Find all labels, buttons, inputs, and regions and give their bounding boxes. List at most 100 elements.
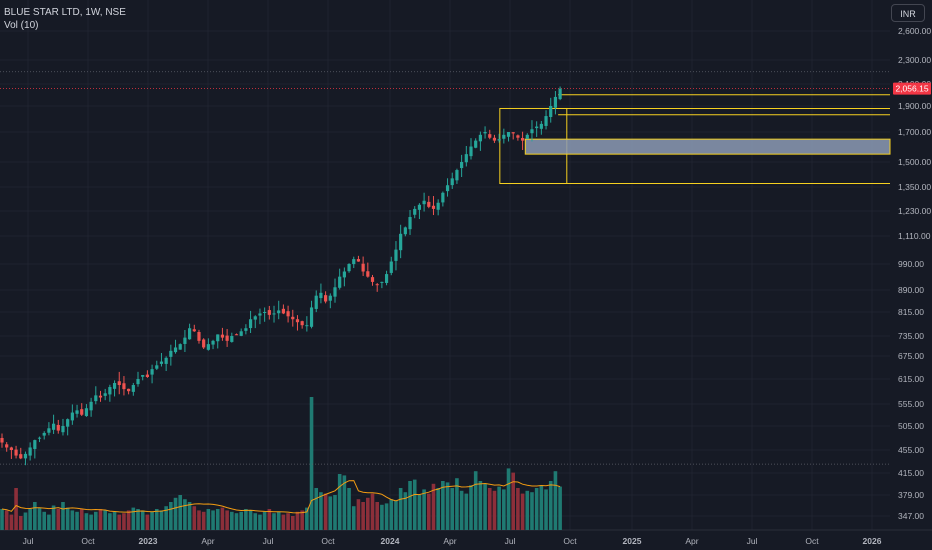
volume-bar [79,509,84,530]
volume-bar [520,493,525,530]
candle [216,334,220,349]
candle-body [502,134,506,139]
candle-body [506,132,511,137]
candle-body [328,295,332,301]
volume-bar [42,511,47,530]
candle-body [403,227,407,235]
volume-bar [122,513,126,530]
candle-body [520,138,525,141]
candle-body [347,264,351,272]
candle [305,316,309,332]
candle-body [375,284,379,286]
volume-bar [37,507,42,530]
candle-body [131,385,135,392]
candle [356,255,361,262]
candle-body [516,135,520,138]
y-tick-label: 2,600.00 [898,26,931,36]
volume-bar [276,511,281,530]
candle [127,388,131,395]
candle-body [356,259,361,262]
candle [192,324,196,332]
volume-bar [530,492,534,530]
volume-bar [290,516,295,530]
candle-body [216,334,220,342]
candle [483,126,487,139]
candle [117,371,121,395]
volume-bar [51,505,56,530]
volume-bar [309,397,314,530]
volume-bar [9,514,14,530]
grid [0,0,932,531]
candle [131,382,135,396]
y-tick-label: 1,500.00 [898,157,931,167]
candle-body [455,170,459,181]
candle [84,404,89,417]
candle-body [23,453,28,459]
volume-bar [56,509,61,530]
volume-bar [408,481,412,530]
candle [281,304,285,315]
volume-bar [544,489,548,530]
volume-bar [201,511,206,530]
volume-bar [154,509,159,530]
candle-body [478,134,482,142]
candle [183,329,187,353]
candle-body [164,357,168,364]
candle [366,262,370,278]
volume-bar [225,510,229,530]
volume-ma [1,480,561,514]
candle [516,134,520,141]
volume-bar [164,506,168,530]
candle [389,256,393,276]
candle-body [333,287,337,297]
volume-bar [478,481,483,530]
candle-body [300,321,304,326]
y-axis: 2,600.002,300.002,100.001,900.001,700.00… [898,26,931,521]
candle-body [94,395,98,402]
candle-body [277,310,281,314]
volume-bar [502,489,506,530]
volume-bar [211,510,215,530]
volume-bar [553,471,558,530]
candle-body [258,313,262,316]
volume-bar [333,495,337,530]
candle [37,436,42,443]
y-tick-label: 675.00 [898,351,924,361]
candle-body [384,274,389,283]
candle-body [103,393,107,396]
volume-bar [220,507,225,530]
x-tick-label: Oct [321,536,335,546]
candle [0,433,4,448]
symbol-label[interactable]: BLUE STAR LTD, 1W, NSE [4,7,126,18]
candle [112,380,117,397]
x-tick-label: Jul [23,536,34,546]
candle-body [553,96,558,108]
candle-body [342,271,346,278]
candle [455,168,459,184]
candle-body [14,449,18,456]
volume-bar [300,510,304,530]
candle-body [492,137,497,141]
candle-body [460,162,464,169]
candle [370,274,375,286]
y-tick-label: 1,700.00 [898,127,931,137]
candle [488,129,492,140]
x-tick-label: Apr [201,536,214,546]
candle [384,270,389,286]
candle-body [51,423,56,430]
volume-bar [328,496,333,530]
candle [122,376,126,396]
volume-bar [94,511,98,530]
y-tick-label: 1,350.00 [898,182,931,192]
currency-button[interactable]: INR [891,4,925,22]
volume-bar [169,502,173,530]
candle [230,332,234,343]
volume-bar [183,499,187,530]
candle [450,172,454,189]
y-tick-label: 455.00 [898,445,924,455]
volume-bar [159,510,164,530]
candle [75,404,79,418]
candle [403,226,407,237]
volume-label[interactable]: Vol (10) [4,20,39,31]
